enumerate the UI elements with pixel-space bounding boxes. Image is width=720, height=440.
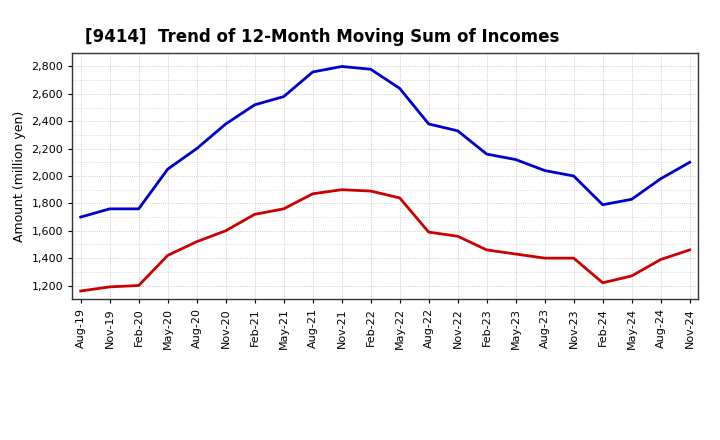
Ordinary Income <box>424 121 433 127</box>
Ordinary Income <box>308 70 317 75</box>
Net Income <box>598 280 607 286</box>
Net Income <box>482 247 491 253</box>
Net Income <box>424 230 433 235</box>
Net Income <box>76 288 85 293</box>
Ordinary Income <box>511 157 520 162</box>
Ordinary Income <box>541 168 549 173</box>
Ordinary Income <box>221 121 230 127</box>
Ordinary Income <box>395 86 404 91</box>
Line: Net Income: Net Income <box>81 190 690 291</box>
Ordinary Income <box>192 146 201 151</box>
Ordinary Income <box>454 128 462 133</box>
Net Income <box>135 283 143 288</box>
Net Income <box>627 273 636 279</box>
Ordinary Income <box>366 66 375 72</box>
Ordinary Income <box>163 166 172 172</box>
Ordinary Income <box>627 197 636 202</box>
Net Income <box>251 212 259 217</box>
Net Income <box>541 256 549 261</box>
Net Income <box>338 187 346 192</box>
Text: [9414]  Trend of 12-Month Moving Sum of Incomes: [9414] Trend of 12-Month Moving Sum of I… <box>84 28 559 46</box>
Ordinary Income <box>251 102 259 107</box>
Ordinary Income <box>685 160 694 165</box>
Net Income <box>511 251 520 257</box>
Net Income <box>308 191 317 196</box>
Ordinary Income <box>570 173 578 179</box>
Ordinary Income <box>482 151 491 157</box>
Net Income <box>570 256 578 261</box>
Y-axis label: Amount (million yen): Amount (million yen) <box>13 110 26 242</box>
Net Income <box>221 228 230 233</box>
Net Income <box>454 234 462 239</box>
Net Income <box>192 239 201 244</box>
Net Income <box>105 284 114 290</box>
Net Income <box>685 247 694 253</box>
Line: Ordinary Income: Ordinary Income <box>81 66 690 217</box>
Ordinary Income <box>657 176 665 181</box>
Ordinary Income <box>338 64 346 69</box>
Net Income <box>657 257 665 262</box>
Ordinary Income <box>598 202 607 207</box>
Ordinary Income <box>76 214 85 220</box>
Net Income <box>279 206 288 212</box>
Ordinary Income <box>279 94 288 99</box>
Net Income <box>366 188 375 194</box>
Ordinary Income <box>105 206 114 212</box>
Ordinary Income <box>135 206 143 212</box>
Net Income <box>163 253 172 258</box>
Net Income <box>395 195 404 201</box>
